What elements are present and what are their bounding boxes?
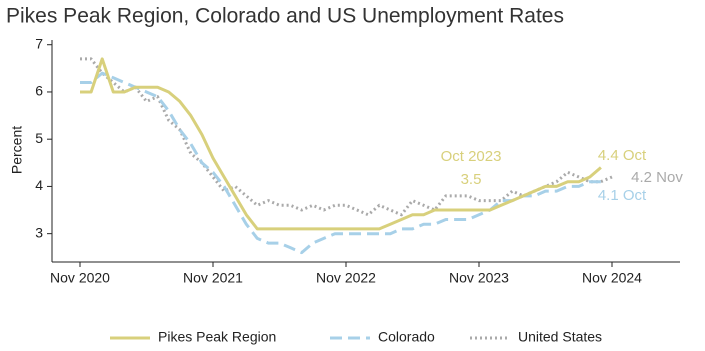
chart-title: Pikes Peak Region, Colorado and US Unemp… <box>6 5 564 28</box>
legend-label: Pikes Peak Region <box>158 329 276 345</box>
series-line <box>80 57 602 231</box>
y-tick-label: 3 <box>35 224 43 240</box>
y-tick-label: 7 <box>35 35 43 51</box>
y-axis-label: Percent <box>9 126 25 174</box>
y-tick-label: 6 <box>35 83 43 99</box>
x-tick-label: Nov 2023 <box>449 270 509 286</box>
annotation: 3.5 <box>461 171 482 188</box>
x-tick-label: Nov 2022 <box>316 270 376 286</box>
legend-label: United States <box>518 329 602 345</box>
annotation: Oct 2023 <box>441 148 502 165</box>
annotation: 4.1 Oct <box>598 187 647 204</box>
x-tick-label: Nov 2021 <box>183 270 243 286</box>
annotation: 4.4 Oct <box>598 147 647 164</box>
x-tick-label: Nov 2024 <box>582 270 642 286</box>
annotation: 4.2 Nov <box>631 169 683 186</box>
series-line <box>80 71 601 255</box>
y-tick-label: 5 <box>35 130 43 146</box>
x-tick-label: Nov 2020 <box>50 270 110 286</box>
series-line <box>80 57 613 217</box>
legend-label: Colorado <box>378 329 435 345</box>
y-tick-label: 4 <box>35 177 43 193</box>
